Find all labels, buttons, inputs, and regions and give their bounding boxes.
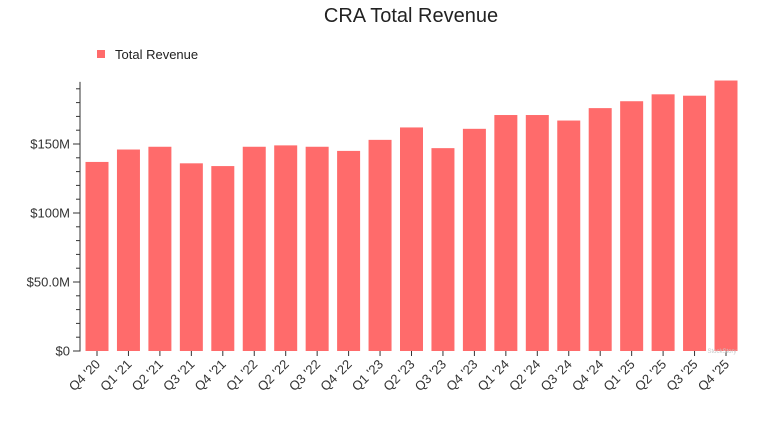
bar <box>525 115 549 352</box>
y-tick-label: $50.0M <box>27 275 70 290</box>
x-tick-label: Q2 '23 <box>380 357 417 394</box>
bar <box>651 94 675 351</box>
bar <box>431 148 455 351</box>
x-tick-label: Q1 '21 <box>97 357 134 394</box>
bar <box>274 145 298 351</box>
x-tick-label: Q4 '25 <box>695 357 732 394</box>
bar <box>148 146 172 351</box>
bars <box>85 80 738 352</box>
bar <box>714 80 738 352</box>
y-tick-label: $0 <box>56 344 70 359</box>
bar <box>337 150 361 351</box>
x-tick-label: Q1 '22 <box>223 357 260 394</box>
x-tick-label: Q4 '24 <box>569 357 606 394</box>
watermark: StockStory <box>707 349 736 355</box>
bar <box>85 161 109 351</box>
x-tick-label: Q2 '22 <box>254 357 291 394</box>
x-tick-label: Q4 '20 <box>66 357 103 394</box>
bar <box>683 95 707 351</box>
bar <box>305 146 329 351</box>
x-tick-label: Q3 '23 <box>412 357 449 394</box>
bar <box>211 166 235 351</box>
bar <box>368 139 392 351</box>
x-tick-label: Q1 '25 <box>600 357 637 394</box>
x-tick-label: Q2 '21 <box>129 357 166 394</box>
bar <box>400 127 423 351</box>
x-tick-label: Q4 '21 <box>192 357 229 394</box>
legend-swatch <box>97 50 105 58</box>
x-tick-label: Q2 '25 <box>632 357 669 394</box>
y-tick-label: $100M <box>30 206 70 221</box>
x-tick-label: Q1 '24 <box>475 357 512 394</box>
bar <box>588 108 612 352</box>
x-tick-label: Q4 '23 <box>443 357 480 394</box>
bar <box>620 101 644 351</box>
x-tick-label: Q3 '25 <box>663 357 700 394</box>
bar <box>557 120 581 351</box>
bar <box>494 115 518 352</box>
y-axis: $0 $50.0M $100M $150M <box>27 81 81 359</box>
x-tick-label: Q3 '24 <box>537 357 574 394</box>
chart-title: CRA Total Revenue <box>324 5 498 27</box>
bar <box>116 149 140 351</box>
x-tick-label: Q4 '22 <box>317 357 354 394</box>
x-tick-label: Q3 '22 <box>286 357 323 394</box>
bar <box>179 163 203 351</box>
legend-label: Total Revenue <box>115 47 198 62</box>
bar <box>462 128 486 351</box>
bar <box>242 146 266 351</box>
legend: Total Revenue <box>97 47 198 62</box>
y-tick-label: $150M <box>30 137 70 152</box>
x-tick-label: Q2 '24 <box>506 357 543 394</box>
x-tick-label: Q1 '23 <box>349 357 386 394</box>
x-tick-label: Q3 '21 <box>160 357 197 394</box>
